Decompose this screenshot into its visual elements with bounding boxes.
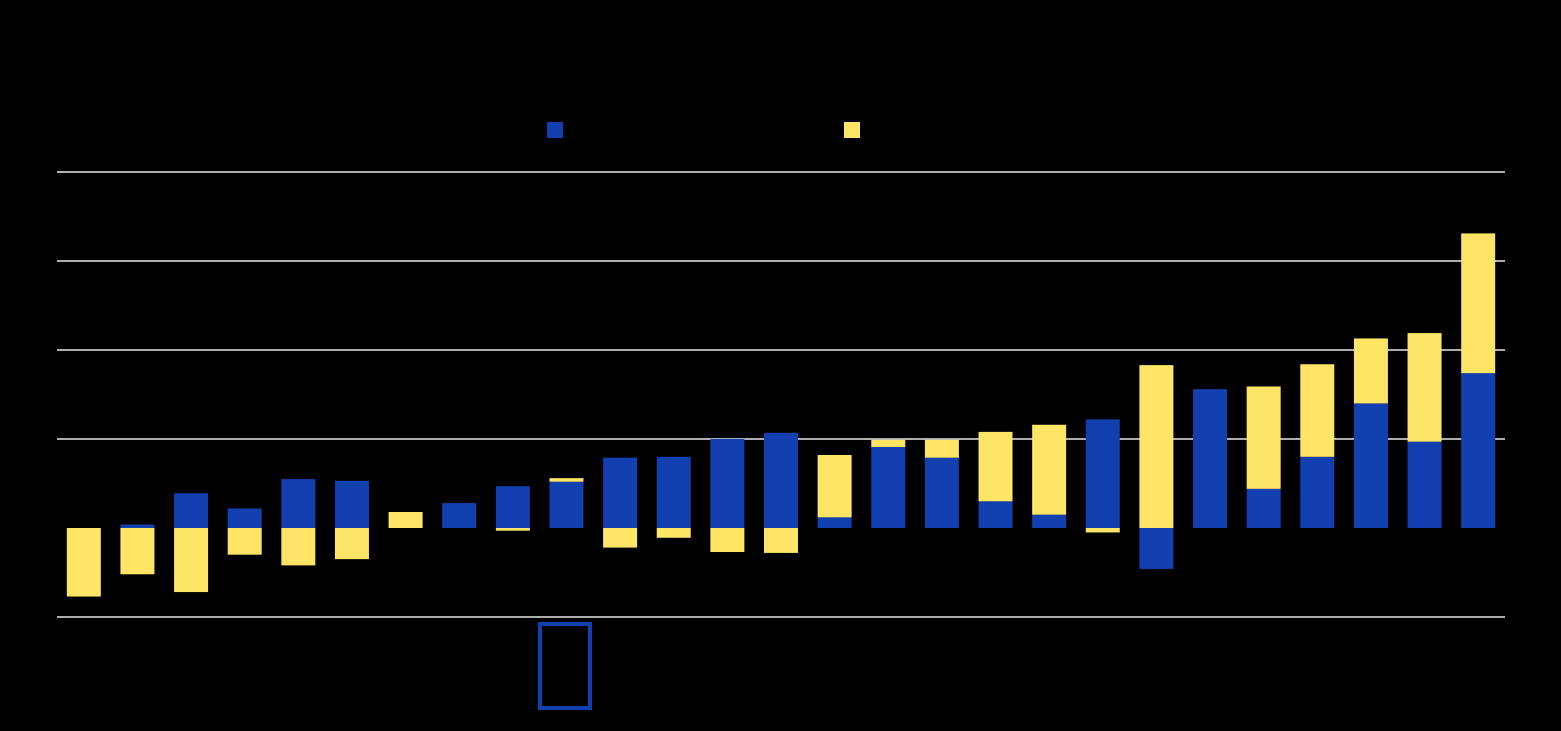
bar-segment — [1085, 528, 1120, 533]
bar-segment — [1139, 528, 1174, 569]
bar-segment — [281, 528, 316, 566]
bar-segment — [174, 528, 209, 593]
bar-segment — [549, 481, 584, 528]
bar-segment — [1139, 365, 1174, 528]
bar-segment — [227, 508, 262, 528]
bar-segment — [174, 493, 209, 528]
bar-segment — [227, 528, 262, 555]
bar-segment — [978, 501, 1013, 528]
bar-segment — [495, 486, 530, 528]
bar-segment — [871, 439, 906, 448]
bar-segment — [1461, 233, 1496, 374]
bar-segment — [1407, 441, 1442, 528]
bar-segment — [978, 431, 1013, 502]
bar-segment — [764, 528, 798, 553]
bar-segment — [924, 457, 959, 528]
bar-segment — [656, 456, 691, 528]
bar-segment — [871, 447, 906, 528]
bar-segment — [495, 528, 530, 531]
bar-segment — [1407, 333, 1442, 442]
bar-segment — [1085, 419, 1120, 528]
bar-segment — [334, 528, 369, 560]
bar-segment — [1246, 386, 1281, 489]
bar-segment — [442, 503, 477, 528]
bar-segment — [764, 432, 798, 528]
legend-marker — [844, 122, 860, 138]
bar-segment — [334, 480, 369, 528]
bar-segment — [924, 439, 959, 458]
bar-segment — [1461, 373, 1496, 528]
bar-segment — [710, 528, 745, 553]
bar-segment — [1032, 424, 1067, 515]
bar-segment — [1353, 403, 1388, 528]
legend-marker — [547, 122, 563, 138]
bar-segment — [1246, 488, 1281, 528]
bar-segment — [66, 528, 101, 597]
bar-segment — [1300, 364, 1335, 457]
bar-segment — [388, 511, 423, 528]
bar-segment — [281, 479, 316, 528]
bar-segment — [120, 528, 155, 575]
bar-segment — [120, 524, 155, 528]
bar-segment — [1193, 389, 1228, 528]
bar-segment — [1353, 338, 1388, 404]
bar-segment — [656, 528, 691, 538]
bar-segment — [1032, 514, 1067, 528]
bar-segment — [710, 439, 745, 528]
selection-highlight — [538, 622, 592, 710]
bar-segment — [603, 528, 638, 548]
bar-segment — [603, 457, 638, 528]
bar-segment — [817, 455, 852, 518]
bar-segment — [817, 517, 852, 528]
bar-segment — [549, 478, 584, 482]
bar-segment — [1300, 456, 1335, 528]
